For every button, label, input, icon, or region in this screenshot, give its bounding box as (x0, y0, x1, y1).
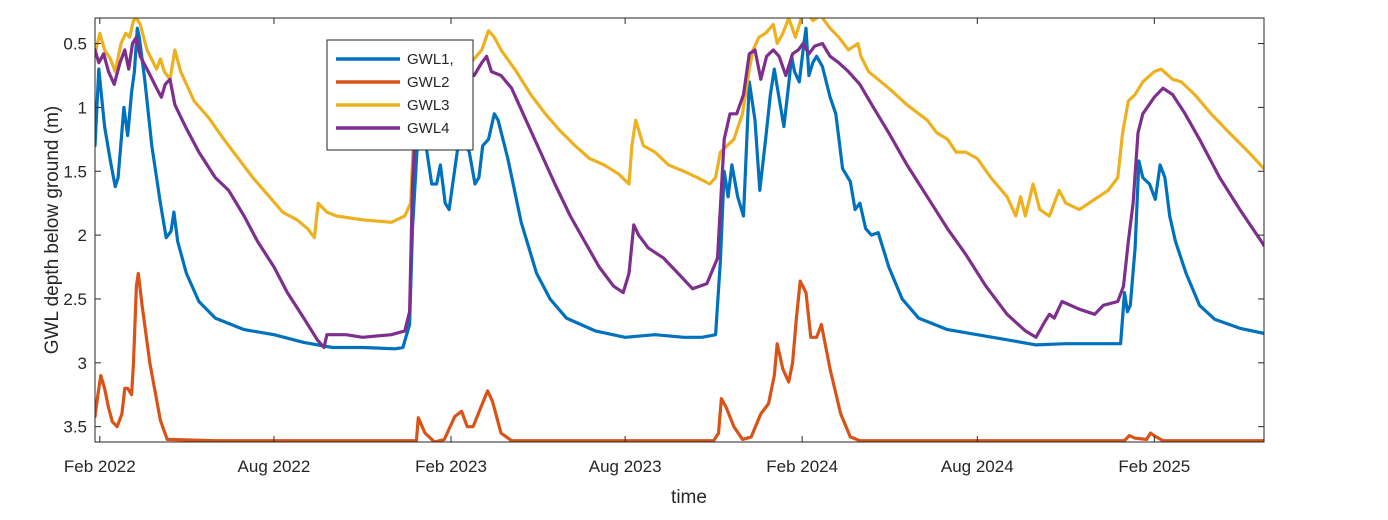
series-line-gwl2 (95, 271, 1264, 442)
y-tick-label: 2 (78, 226, 87, 245)
y-tick-label: 3.5 (63, 418, 87, 437)
y-tick-label: 0.5 (63, 35, 87, 54)
x-tick-label: Aug 2022 (238, 457, 311, 476)
x-tick-label: Aug 2023 (589, 457, 662, 476)
y-tick-label: 1 (78, 98, 87, 117)
y-axis-label: GWL depth below ground (m) (42, 106, 63, 355)
legend-label: GWL1, (407, 51, 454, 68)
x-tick-label: Feb 2025 (1118, 457, 1190, 476)
x-tick-label: Feb 2023 (415, 457, 487, 476)
x-axis-label: time (671, 487, 707, 508)
axes-box (94, 17, 1265, 443)
legend-label: GWL2 (407, 74, 450, 91)
x-tick-label: Feb 2022 (64, 457, 136, 476)
plot-area (95, 18, 1264, 442)
y-tick-label: 1.5 (63, 162, 87, 181)
series-line-gwl3 (95, 18, 1264, 240)
legend-label: GWL4 (407, 120, 450, 137)
y-tick-label: 3 (78, 354, 87, 373)
series-line-gwl4 (95, 35, 1264, 350)
ticks-layer: Feb 2022 Aug 2022 Feb 2023 Aug 2023 Feb 2024… (63, 18, 1264, 476)
x-tick-label: Aug 2024 (941, 457, 1014, 476)
legend-label: GWL3 (407, 97, 450, 114)
series-line-gwl1 (95, 26, 1264, 351)
series-layer (95, 18, 1264, 442)
legend: GWL1, GWL2 GWL3 GWL4 (326, 39, 474, 151)
x-tick-label: Feb 2024 (766, 457, 838, 476)
y-tick-label: 2.5 (63, 290, 87, 309)
